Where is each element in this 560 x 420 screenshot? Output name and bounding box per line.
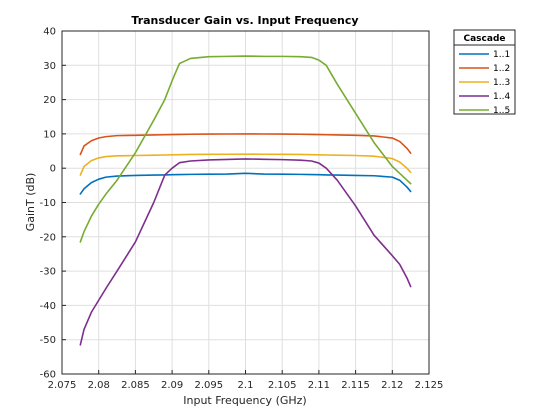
x-tick-label: 2.09 [161,380,183,391]
x-tick-label: 2.085 [121,380,150,391]
y-axis-label: GainT (dB) [24,173,37,232]
legend-label: 1..1 [493,50,510,60]
y-tick-label: -60 [40,370,56,381]
y-tick-label: -50 [40,335,56,346]
y-tick-label: 40 [43,27,56,38]
y-tick-layer: -60 -50 -40 -30 -20 -10 0 10 20 30 40 [40,27,66,381]
x-axis-label: Input Frequency (GHz) [183,394,306,407]
y-tick-label: -10 [40,198,56,209]
x-tick-label: 2.095 [194,380,223,391]
y-tick-label: 10 [43,129,56,140]
x-tick-label: 2.105 [268,380,297,391]
legend: Cascade 1..1 1..2 1..3 1..4 1..5 [453,29,516,116]
y-tick-label: 0 [50,164,56,175]
legend-label: 1..5 [493,106,510,116]
series-line-1--4 [79,158,412,346]
legend-title: Cascade [464,34,506,44]
x-tick-label: 2.11 [308,380,330,391]
legend-box [453,29,516,115]
legend-label: 1..4 [493,92,510,102]
series-line-1--1 [79,172,412,195]
x-tick-layer: 2.075 2.08 2.085 2.09 2.095 2.1 2.105 2.11 2.115… [48,370,444,391]
series-line-1--3 [79,153,412,176]
y-tick-label: -40 [40,301,56,312]
x-tick-label: 2.1 [238,380,254,391]
y-tick-label: -30 [40,267,56,278]
series-layer [79,55,412,346]
series-line-1--5 [79,55,412,243]
chart-title: Transducer Gain vs. Input Frequency [131,14,358,27]
x-tick-label: 2.08 [88,380,110,391]
legend-items: 1..1 1..2 1..3 1..4 1..5 [459,50,510,116]
legend-label: 1..2 [493,64,510,74]
x-tick-label: 2.075 [48,380,77,391]
y-tick-label: 20 [43,95,56,106]
legend-label: 1..3 [493,78,510,88]
x-tick-label: 2.115 [341,380,370,391]
x-tick-label: 2.12 [381,380,403,391]
x-tick-label: 2.125 [415,380,444,391]
y-tick-label: -20 [40,232,56,243]
y-tick-label: 30 [43,61,56,72]
series-line-1--2 [79,133,412,156]
